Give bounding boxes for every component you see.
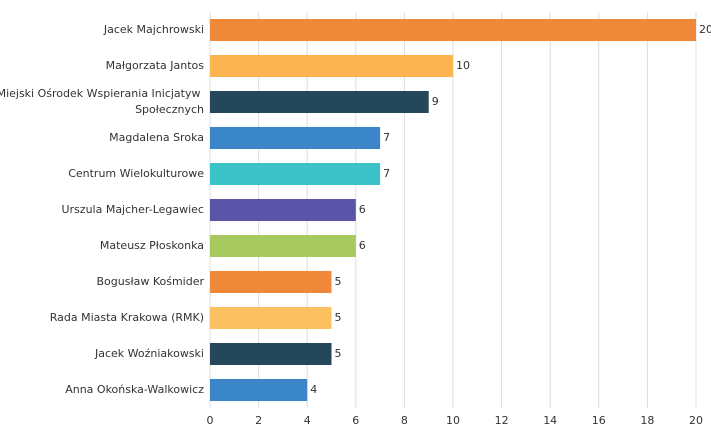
x-tick-label: 0 [207,414,214,427]
bar [210,235,356,257]
value-label: 6 [359,239,366,252]
y-tick-label: Rada Miasta Krakowa (RMK) [50,311,204,324]
y-tick-label: Jacek Woźniakowski [94,347,204,360]
value-label: 6 [359,203,366,216]
y-tick-label: Jacek Majchrowski [103,23,204,36]
y-tick-label: Centrum Wielokulturowe [68,167,204,180]
x-tick-label: 16 [592,414,606,427]
value-label: 4 [310,383,317,396]
bar [210,307,332,329]
y-tick-label: Anna Okońska-Walkowicz [65,383,204,396]
x-tick-label: 18 [640,414,654,427]
value-label: 7 [383,131,390,144]
x-tick-label: 6 [352,414,359,427]
value-label: 9 [432,95,439,108]
x-tick-label: 2 [255,414,262,427]
value-label: 5 [335,347,342,360]
y-tick-label: Bogusław Kośmider [97,275,205,288]
y-tick-label: Miejski Ośrodek Wspierania Inicjatyw Spo… [0,87,204,116]
x-tick-label: 20 [689,414,703,427]
bar [210,343,332,365]
bar [210,19,696,41]
bar [210,55,453,77]
value-label: 5 [335,275,342,288]
value-label: 20 [699,23,711,36]
x-tick-label: 8 [401,414,408,427]
value-label: 10 [456,59,470,72]
bar [210,199,356,221]
bar [210,379,308,401]
y-tick-label: Małgorzata Jantos [106,59,205,72]
bar [210,271,332,293]
value-label: 5 [335,311,342,324]
y-tick-label: Magdalena Sroka [109,131,204,144]
y-tick-label: Mateusz Płoskonka [100,239,204,252]
value-label: 7 [383,167,390,180]
x-tick-label: 4 [304,414,311,427]
x-tick-label: 12 [495,414,509,427]
bar [210,91,429,113]
bar [210,163,381,185]
y-tick-label: Urszula Majcher-Legawiec [61,203,204,216]
x-tick-label: 10 [446,414,460,427]
bar [210,127,381,149]
x-tick-label: 14 [543,414,557,427]
